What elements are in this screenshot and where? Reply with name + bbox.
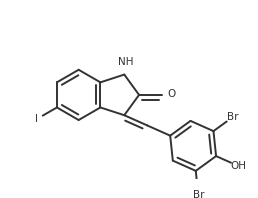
Text: I: I: [35, 114, 38, 124]
Text: Br: Br: [192, 190, 204, 198]
Text: Br: Br: [227, 112, 238, 122]
Text: OH: OH: [230, 161, 246, 171]
Text: O: O: [167, 89, 176, 99]
Text: NH: NH: [118, 57, 133, 67]
